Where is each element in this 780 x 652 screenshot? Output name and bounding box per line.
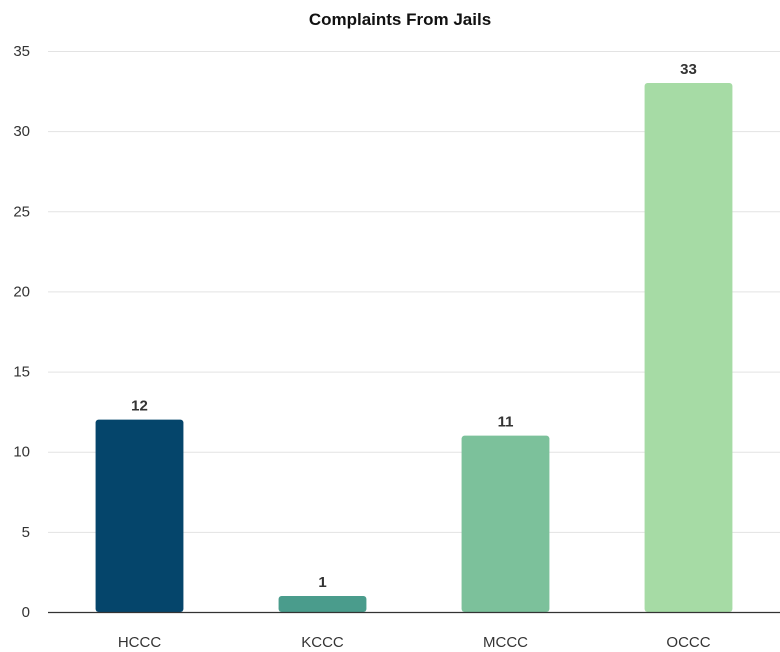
y-tick-label: 25 [13,203,30,220]
chart-title: Complaints From Jails [309,10,491,29]
y-axis-ticks: 0 5 10 15 20 25 30 35 [13,43,30,621]
y-tick-label: 20 [13,283,30,300]
data-label-occc: 33 [680,61,697,78]
data-label-mccc: 11 [498,414,514,431]
bar-hccc [95,419,184,612]
y-tick-label: 10 [13,444,30,461]
x-tick-label-kccc: KCCC [301,634,344,651]
x-tick-label-occc: OCCC [666,634,710,651]
y-tick-label: 35 [13,43,30,60]
y-tick-label: 15 [13,364,30,381]
bar-occc [644,83,733,613]
y-tick-label: 30 [13,123,30,140]
bar-kccc [278,595,367,612]
data-label-kccc: 1 [318,574,326,591]
x-tick-label-hccc: HCCC [118,634,161,651]
bars [95,83,733,613]
bar-mccc [461,435,550,612]
y-tick-label: 0 [22,604,30,621]
data-label-hccc: 12 [131,398,148,415]
x-axis-categories: HCCC KCCC MCCC OCCC [118,634,711,651]
x-tick-label-mccc: MCCC [483,634,528,651]
y-tick-label: 5 [22,524,30,541]
